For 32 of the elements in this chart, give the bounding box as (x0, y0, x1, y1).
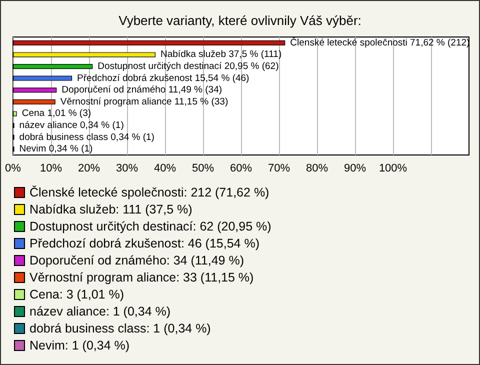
x-tick-label: 20% (78, 162, 100, 174)
x-tick-label: 100% (378, 162, 408, 174)
data-label: Členské letecké společnosti 71,62 % (212) (290, 36, 470, 48)
x-tick-label: 10% (40, 162, 62, 174)
legend-label: Dostupnost určitých destinací: 62 (20,95 %) (30, 220, 272, 234)
legend-label: Nabídka služeb: 111 (37,5 %) (30, 202, 192, 216)
x-tick-label: 90% (344, 162, 366, 174)
data-label: název aliance 0,34 % (1) (19, 120, 124, 131)
legend-label: Věrnostní program aliance: 33 (11,15 %) (30, 270, 254, 284)
legend-label: Členské letecké společnosti: 212 (71,62 %) (30, 186, 270, 200)
data-label: dobrá business class 0,34 % (1) (19, 132, 154, 143)
data-label: Nabídka služeb 37,5 % (111) (160, 49, 282, 60)
x-tick-label: 70% (268, 162, 290, 174)
x-tick-label: 0% (5, 162, 22, 174)
data-label: Cena 1,01 % (3) (22, 108, 92, 120)
x-tick-label: 50% (192, 162, 214, 174)
chart-title: Vyberte varianty, které ovlivnily Váš výběr: (118, 13, 362, 28)
data-label: Předchozí dobrá zkušenost 15,54 % (46) (77, 72, 250, 84)
legend-label: dobrá business class: 1 (0,34 %) (30, 322, 211, 336)
data-label: Nevim 0,34 % (1) (19, 144, 93, 155)
legend-label: Doporučení od známého: 34 (11,49 %) (30, 254, 244, 268)
legend-label: název aliance: 1 (0,34 %) (30, 304, 171, 318)
legend-label: Nevim: 1 (0,34 %) (30, 338, 130, 352)
legend-label: Předchozí dobrá zkušenost: 46 (15,54 %) (30, 236, 260, 250)
data-label: Doporučení od známého 11,49 % (34) (62, 84, 222, 96)
x-tick-label: 80% (306, 162, 328, 174)
x-tick-label: 60% (230, 162, 252, 174)
x-tick-label: 40% (154, 162, 176, 174)
legend-label: Cena: 3 (1,01 %) (30, 288, 124, 302)
x-tick-label: 30% (116, 162, 138, 174)
data-label: Dostupnost určitých destinací 20,95 % (62) (98, 61, 279, 72)
data-label: Věrnostní program aliance 11,15 % (33) (60, 96, 228, 108)
